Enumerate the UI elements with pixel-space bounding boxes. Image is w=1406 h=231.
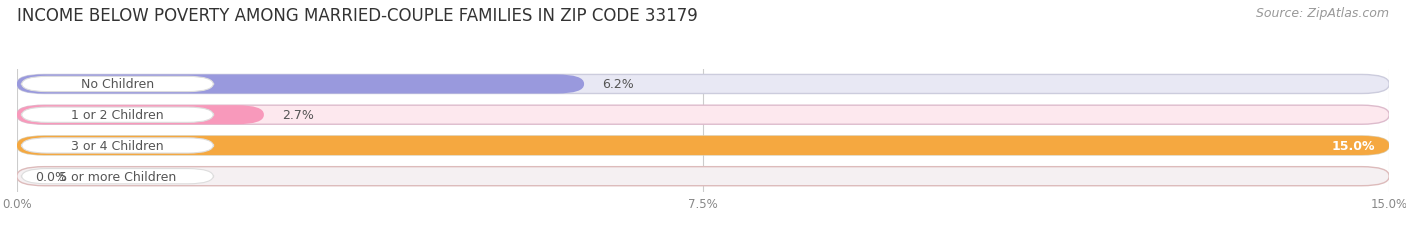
FancyBboxPatch shape [21,77,214,92]
FancyBboxPatch shape [17,136,1389,155]
Text: INCOME BELOW POVERTY AMONG MARRIED-COUPLE FAMILIES IN ZIP CODE 33179: INCOME BELOW POVERTY AMONG MARRIED-COUPL… [17,7,697,25]
Text: 1 or 2 Children: 1 or 2 Children [72,109,165,122]
Text: No Children: No Children [82,78,155,91]
FancyBboxPatch shape [17,75,1389,94]
FancyBboxPatch shape [21,169,214,184]
Text: 0.0%: 0.0% [35,170,67,183]
FancyBboxPatch shape [17,167,1389,186]
FancyBboxPatch shape [21,138,214,153]
Text: 5 or more Children: 5 or more Children [59,170,176,183]
Text: 2.7%: 2.7% [283,109,314,122]
FancyBboxPatch shape [21,108,214,123]
FancyBboxPatch shape [17,106,1389,125]
Text: Source: ZipAtlas.com: Source: ZipAtlas.com [1256,7,1389,20]
FancyBboxPatch shape [17,75,583,94]
FancyBboxPatch shape [17,136,1389,155]
Text: 15.0%: 15.0% [1331,139,1375,152]
Text: 3 or 4 Children: 3 or 4 Children [72,139,165,152]
FancyBboxPatch shape [17,106,264,125]
Text: 6.2%: 6.2% [602,78,634,91]
